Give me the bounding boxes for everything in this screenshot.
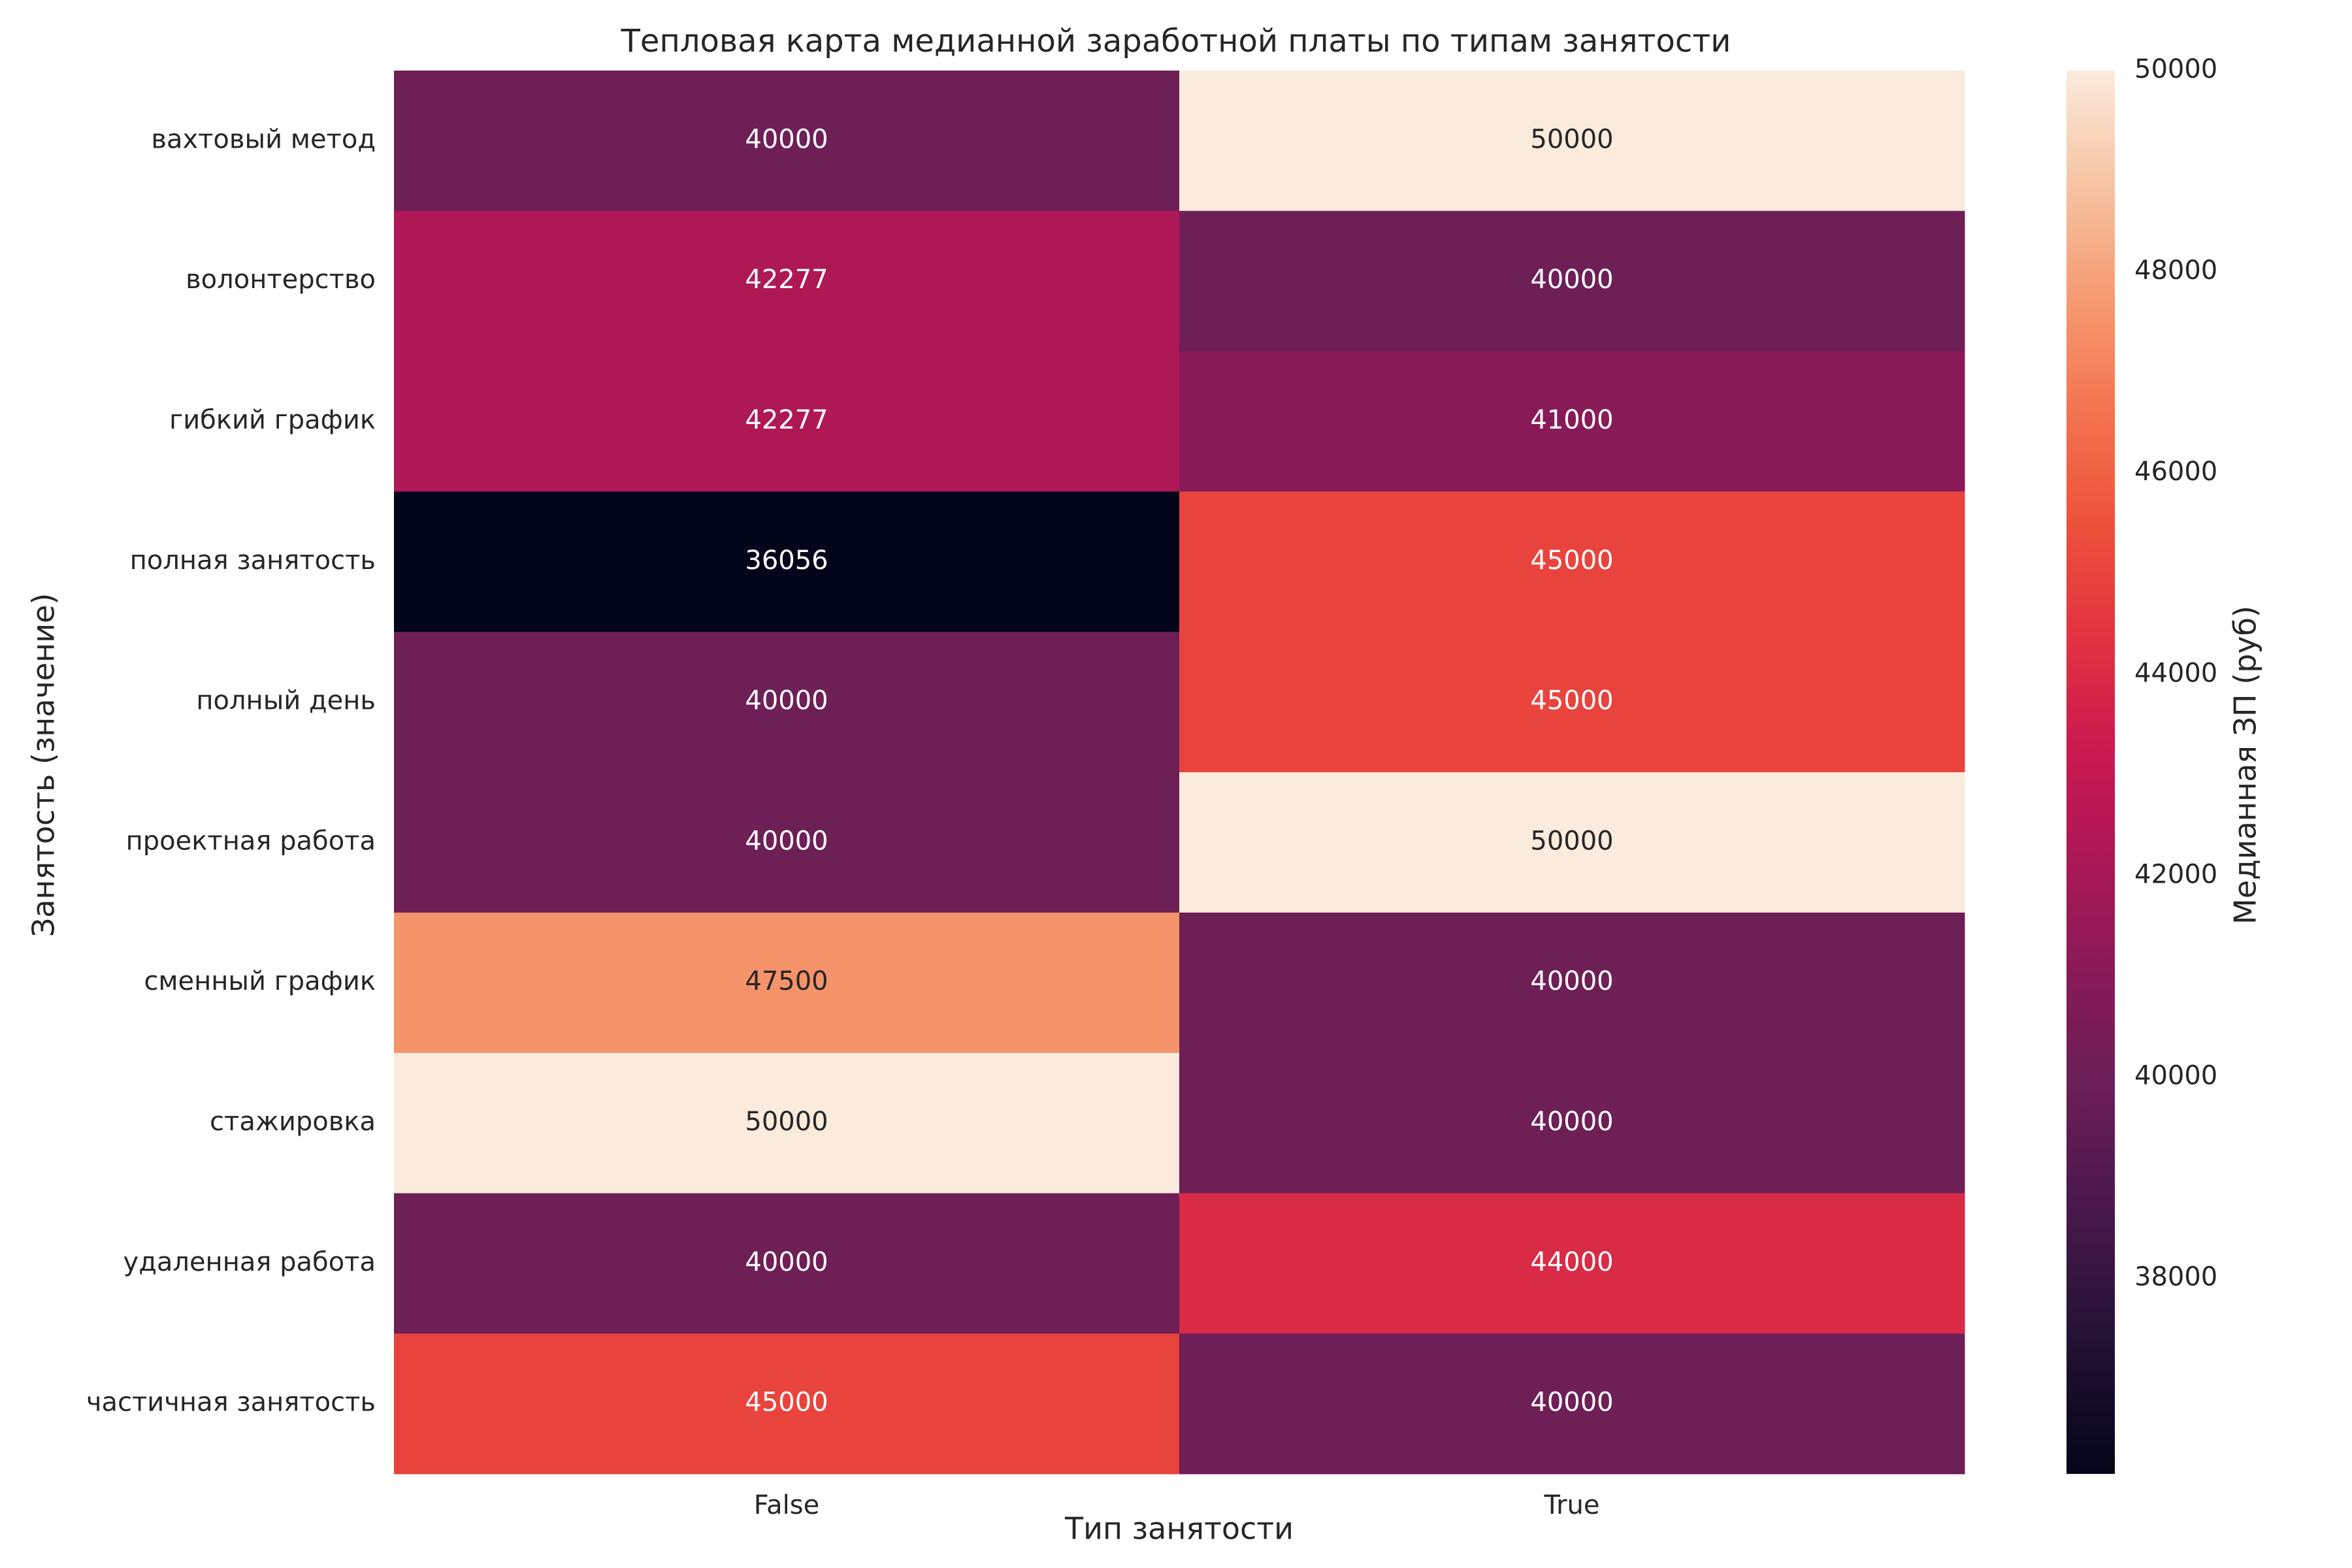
y-tick-label: стажировка <box>210 1107 376 1137</box>
heatmap-cell <box>1179 491 1965 632</box>
cell-value-label: 44000 <box>1530 1247 1613 1277</box>
x-tick-label: True <box>1544 1490 1600 1520</box>
heatmap-cell <box>394 772 1180 913</box>
y-tick-label: вахтовый метод <box>151 124 376 154</box>
colorbar-tick-label: 42000 <box>2134 859 2217 889</box>
cell-value-label: 42277 <box>745 405 828 435</box>
heatmap-cell <box>1179 1193 1965 1334</box>
colorbar-tick-label: 48000 <box>2134 255 2217 286</box>
heatmap-cell <box>1179 351 1965 492</box>
y-tick-label: волонтерство <box>186 265 376 295</box>
colorbar-gradient <box>2066 71 2115 1474</box>
cell-value-label: 45000 <box>745 1388 828 1418</box>
colorbar-tick-label: 46000 <box>2134 457 2217 487</box>
cell-value-label: 45000 <box>1530 686 1613 716</box>
heatmap-cell <box>1179 632 1965 773</box>
cell-value-label: 45000 <box>1530 546 1613 576</box>
heatmap-cell <box>394 210 1180 352</box>
y-tick-label: сменный график <box>144 966 376 996</box>
heatmap-cell <box>394 1193 1180 1334</box>
cell-value-label: 42277 <box>745 265 828 295</box>
colorbar-label: Медианная ЗП (руб) <box>2228 606 2263 924</box>
y-tick-label: полный день <box>196 686 376 716</box>
cell-value-label: 40000 <box>745 1247 828 1277</box>
cell-value-label: 40000 <box>1530 265 1613 295</box>
colorbar-tick-label: 44000 <box>2134 658 2217 688</box>
cell-value-label: 36056 <box>745 546 828 576</box>
y-tick-label: удаленная работа <box>123 1247 376 1277</box>
heatmap-cell <box>394 491 1180 632</box>
y-tick-label: гибкий график <box>169 405 376 435</box>
cell-value-label: 40000 <box>1530 1107 1613 1137</box>
colorbar: 38000 40000 42000 44000 46000 48000 50000 <box>2066 54 2217 1474</box>
heatmap-cell <box>394 1333 1180 1475</box>
cell-value-label: 40000 <box>745 124 828 154</box>
y-tick-label: частичная занятость <box>86 1388 376 1418</box>
y-tick-label: полная занятость <box>130 546 376 576</box>
colorbar-tick-label: 38000 <box>2134 1262 2217 1292</box>
colorbar-tick-label: 40000 <box>2134 1060 2217 1090</box>
heatmap-cell <box>1179 210 1965 352</box>
y-axis-label: Занятость (значение) <box>26 593 61 938</box>
heatmap-cell <box>1179 772 1965 913</box>
heatmap-cell <box>1179 912 1965 1054</box>
x-axis-label: Тип занятости <box>1064 1511 1294 1546</box>
x-tick-label: False <box>754 1490 819 1520</box>
cell-value-label: 50000 <box>1530 826 1613 856</box>
cell-value-label: 50000 <box>1530 124 1613 154</box>
cell-value-label: 40000 <box>745 686 828 716</box>
heatmap-cell <box>394 351 1180 492</box>
chart-title: Тепловая карта медианной заработной плат… <box>621 23 1731 59</box>
heatmap-cell <box>394 71 1180 212</box>
cell-value-label: 40000 <box>745 826 828 856</box>
heatmap-cell <box>1179 71 1965 212</box>
heatmap-cell <box>394 912 1180 1054</box>
y-tick-label: проектная работа <box>126 826 376 856</box>
x-tick-labels: False True <box>754 1490 1600 1520</box>
cell-value-label: 47500 <box>745 966 828 996</box>
cell-value-label: 41000 <box>1530 405 1613 435</box>
heatmap-cell <box>394 632 1180 773</box>
cell-value-label: 40000 <box>1530 966 1613 996</box>
heatmap-cell <box>1179 1053 1965 1194</box>
cell-value-label: 50000 <box>745 1107 828 1137</box>
heatmap-cells: 40000 50000 42277 40000 42277 41000 36056 45000… <box>394 71 1965 1475</box>
heatmap-cell <box>394 1053 1180 1194</box>
y-tick-labels: вахтовый метод волонтерство гибкий график п… <box>86 124 376 1417</box>
cell-value-label: 40000 <box>1530 1388 1613 1418</box>
heatmap-cell <box>1179 1333 1965 1475</box>
colorbar-tick-label: 50000 <box>2134 54 2217 84</box>
